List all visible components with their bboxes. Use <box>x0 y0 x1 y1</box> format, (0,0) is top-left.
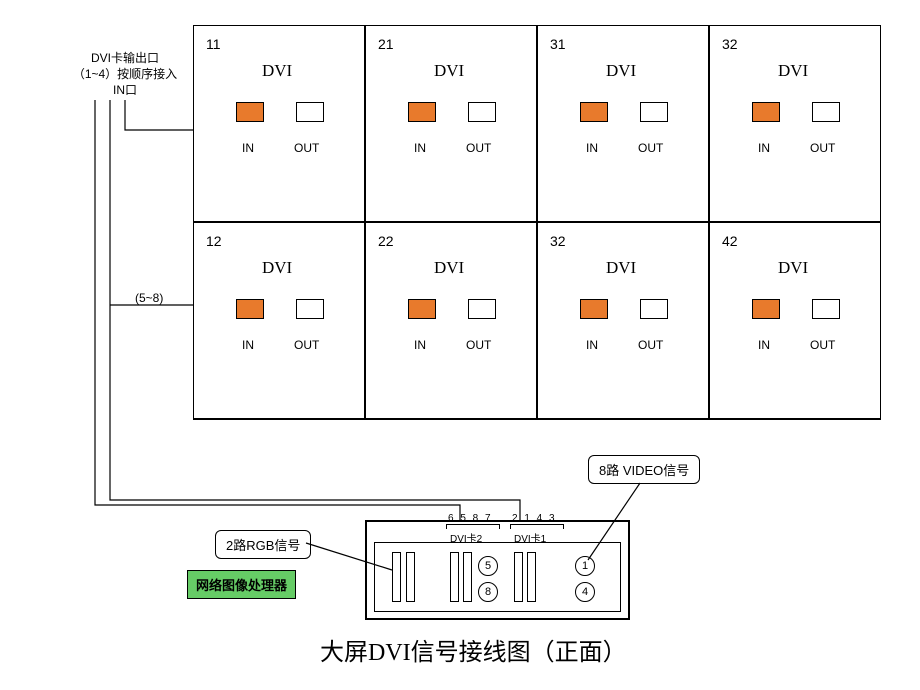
port-out <box>640 299 668 319</box>
callout-rgb: 2路RGB信号 <box>215 530 311 559</box>
port-in-label: IN <box>242 141 254 155</box>
connector-1: 1 <box>575 556 595 576</box>
note-dvi-out-1-4: DVI卡输出口 （1~4）按顺序接入 IN口 <box>65 50 185 98</box>
display-panel: 11 DVI IN OUT <box>193 25 365 222</box>
display-panel: 42 DVI IN OUT <box>709 222 881 419</box>
port-out <box>468 299 496 319</box>
note-line2: （1~4）按顺序接入 <box>73 67 177 81</box>
port-in-label: IN <box>414 141 426 155</box>
dvi1-slot-2 <box>527 552 536 602</box>
port-in <box>580 102 608 122</box>
dvi2-slot-1 <box>450 552 459 602</box>
panel-id: 21 <box>378 36 394 52</box>
panel-dvi-label: DVI <box>434 61 464 81</box>
port-in <box>752 299 780 319</box>
port-in-label: IN <box>586 141 598 155</box>
panel-dvi-label: DVI <box>606 258 636 278</box>
port-out <box>296 102 324 122</box>
panel-dvi-label: DVI <box>434 258 464 278</box>
panel-dvi-label: DVI <box>778 258 808 278</box>
port-out-label: OUT <box>294 338 319 352</box>
panel-id: 42 <box>722 233 738 249</box>
note-line1: DVI卡输出口 <box>91 51 159 65</box>
port-in-label: IN <box>586 338 598 352</box>
port-in <box>408 102 436 122</box>
display-panel: 31 DVI IN OUT <box>537 25 709 222</box>
label-dvi-card1: DVI卡1 <box>514 530 546 545</box>
dvi1-slot-1 <box>514 552 523 602</box>
port-in <box>580 299 608 319</box>
display-panel: 22 DVI IN OUT <box>365 222 537 419</box>
panel-dvi-label: DVI <box>606 61 636 81</box>
port-out-label: OUT <box>810 338 835 352</box>
port-out-label: OUT <box>466 141 491 155</box>
nums-dvi1: 2 1 4 3 <box>512 513 557 524</box>
panel-dvi-label: DVI <box>262 258 292 278</box>
panel-dvi-label: DVI <box>262 61 292 81</box>
port-out-label: OUT <box>294 141 319 155</box>
rgb-slot-2 <box>406 552 415 602</box>
network-image-processor-label: 网络图像处理器 <box>187 570 296 599</box>
port-out-label: OUT <box>638 338 663 352</box>
diagram-title: 大屏DVI信号接线图（正面） <box>320 632 627 667</box>
display-panel: 21 DVI IN OUT <box>365 25 537 222</box>
port-out <box>640 102 668 122</box>
connector-4: 4 <box>575 582 595 602</box>
port-in <box>236 299 264 319</box>
panel-id: 22 <box>378 233 394 249</box>
dvi2-slot-2 <box>463 552 472 602</box>
port-out <box>812 299 840 319</box>
display-panel: 12 DVI IN OUT <box>193 222 365 419</box>
connector-5: 5 <box>478 556 498 576</box>
panel-id: 32 <box>550 233 566 249</box>
port-in-label: IN <box>414 338 426 352</box>
panel-id: 31 <box>550 36 566 52</box>
note-line3: IN口 <box>113 83 137 97</box>
note-5-8: (5~8) <box>135 290 163 306</box>
panel-id: 32 <box>722 36 738 52</box>
port-in-label: IN <box>758 141 770 155</box>
port-out-label: OUT <box>638 141 663 155</box>
panel-dvi-label: DVI <box>778 61 808 81</box>
port-out <box>468 102 496 122</box>
port-in <box>236 102 264 122</box>
label-dvi-card2: DVI卡2 <box>450 530 482 545</box>
port-in <box>408 299 436 319</box>
port-in <box>752 102 780 122</box>
display-panel: 32 DVI IN OUT <box>709 25 881 222</box>
panel-id: 12 <box>206 233 222 249</box>
nums-dvi2: 6 5 8 7 <box>448 513 493 524</box>
port-in-label: IN <box>758 338 770 352</box>
callout-video: 8路 VIDEO信号 <box>588 455 700 484</box>
port-out-label: OUT <box>810 141 835 155</box>
port-in-label: IN <box>242 338 254 352</box>
port-out-label: OUT <box>466 338 491 352</box>
connector-8: 8 <box>478 582 498 602</box>
port-out <box>296 299 324 319</box>
panel-id: 11 <box>206 36 221 52</box>
port-out <box>812 102 840 122</box>
bracket-dvi1 <box>510 524 564 529</box>
display-panel: 32 DVI IN OUT <box>537 222 709 419</box>
rgb-slot-1 <box>392 552 401 602</box>
bracket-dvi2 <box>446 524 500 529</box>
